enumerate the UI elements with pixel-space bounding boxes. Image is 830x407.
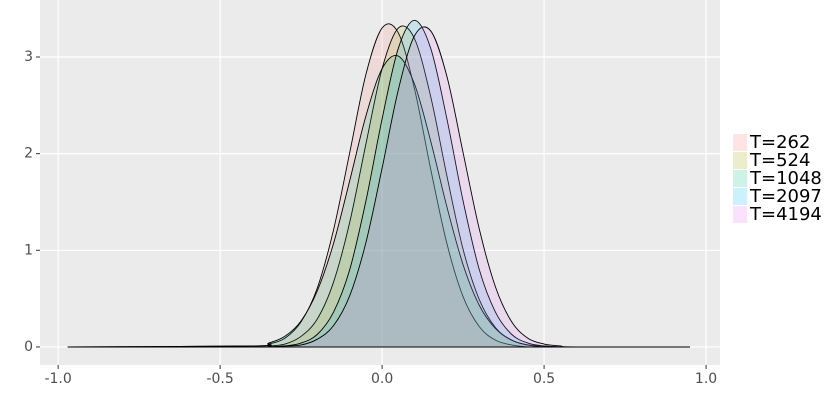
x-tick-label: 0.5 [533, 371, 555, 387]
legend-key [733, 206, 747, 223]
legend-label: T=1048 [749, 168, 822, 189]
x-tick-label: 1.0 [695, 371, 717, 387]
panel [40, 0, 720, 365]
x-tick-label: -1.0 [44, 371, 71, 387]
y-tick-label: 3 [24, 49, 33, 65]
legend-key [733, 134, 747, 151]
legend-label: T=4194 [749, 204, 822, 225]
legend-label: T=262 [749, 132, 810, 153]
legend-key [733, 152, 747, 169]
y-tick-label: 2 [24, 146, 33, 162]
density-curve [67, 54, 690, 348]
density-curve [67, 25, 690, 348]
legend-key [733, 188, 747, 205]
legend-label: T=2097 [749, 186, 822, 207]
density-curve [67, 26, 690, 348]
legend-key [733, 170, 747, 187]
y-tick-label: 0 [24, 339, 33, 355]
legend-label: T=524 [749, 150, 810, 171]
y-tick-label: 1 [24, 242, 33, 258]
x-tick-label: -0.5 [206, 371, 233, 387]
x-tick-label: 0.0 [371, 371, 393, 387]
